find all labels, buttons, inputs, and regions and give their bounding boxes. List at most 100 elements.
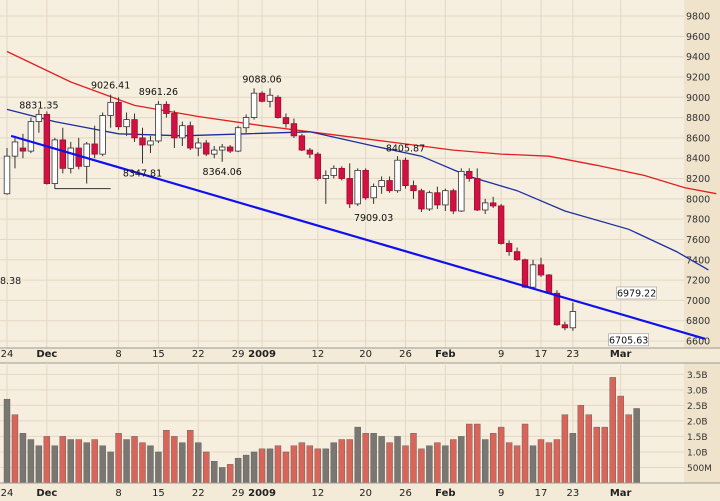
price-annotation: 8347.81: [123, 168, 162, 179]
price-x-tick-label: 8: [115, 349, 121, 360]
candlestick: [322, 170, 329, 204]
volume-bar: [625, 414, 632, 484]
candlestick: [466, 168, 473, 182]
candle-body-up: [211, 149, 218, 155]
candle-body-down: [513, 251, 521, 261]
volume-bar: [51, 445, 59, 484]
candle-body-down: [402, 159, 409, 187]
volume-bar: [370, 433, 377, 484]
candle-body-down: [497, 205, 505, 244]
candle-body-up: [218, 146, 226, 151]
volume-bar: [91, 439, 98, 484]
candle-body-down: [505, 243, 513, 253]
candlestick: [474, 168, 481, 211]
candle-body-up: [51, 139, 59, 184]
candlestick: [67, 141, 74, 174]
volume-bar: [163, 430, 170, 484]
volume-x-tick-label: Dec: [36, 488, 57, 499]
candle-body-down: [346, 178, 353, 205]
volume-x-tick-label: 22: [192, 488, 205, 499]
volume-bar: [115, 433, 122, 484]
candle-body-down: [91, 143, 98, 155]
volume-bar: [322, 448, 329, 484]
volume-bar: [290, 445, 298, 484]
candle-body-up: [354, 169, 361, 205]
candle-body-down: [226, 146, 234, 152]
candlestick: [115, 97, 122, 130]
volume-x-tick-label: 12: [311, 488, 324, 499]
candle-body-down: [59, 139, 66, 169]
candle-body-down: [362, 169, 369, 199]
candlestick: [569, 302, 577, 331]
candlestick: [131, 113, 138, 142]
volume-bar: [282, 451, 290, 484]
volume-y-tick-label: 1.5B: [687, 433, 708, 443]
candle-body-up: [370, 186, 377, 199]
volume-bar: [11, 414, 19, 484]
price-annotation: 7909.03: [354, 213, 393, 224]
volume-x-tick-label: 23: [567, 488, 580, 499]
candle-body-down: [553, 292, 561, 326]
candle-body-down: [545, 274, 553, 294]
price-annotation-box: [608, 333, 649, 347]
candle-body-up: [322, 175, 329, 179]
price-annotation: 8831.35: [19, 100, 58, 111]
volume-bar: [75, 439, 82, 484]
candle-body-down: [282, 117, 290, 125]
edge-value-label: 8.38: [0, 276, 21, 287]
candlestick: [203, 139, 210, 157]
price-annotation: 9088.06: [242, 74, 281, 85]
candle-body-up: [481, 202, 489, 211]
candlestick: [35, 109, 43, 133]
price-y-tick-label: 6600: [686, 337, 710, 348]
candlestick: [394, 156, 401, 193]
volume-y-tick-label: 3.5B: [687, 371, 708, 381]
volume-bar: [394, 436, 401, 484]
candle-body-up: [569, 311, 577, 329]
candlestick: [330, 165, 337, 179]
candlestick: [386, 176, 393, 193]
price-x-tick-label: 26: [399, 349, 412, 360]
volume-bar: [27, 439, 35, 484]
candlestick: [426, 190, 433, 211]
candlestick: [362, 168, 369, 200]
volume-bar: [211, 461, 218, 484]
price-annotation: 6705.63: [609, 335, 648, 346]
candlestick: [11, 135, 19, 169]
volume-bar: [577, 405, 585, 484]
volume-bar: [545, 442, 553, 484]
volume-bar: [3, 398, 11, 484]
volume-x-tick-label: Feb: [435, 488, 455, 499]
price-x-tick-label: 20: [359, 349, 372, 360]
candle-body-down: [410, 185, 417, 192]
volume-bar: [99, 445, 106, 484]
volume-bar: [19, 433, 27, 484]
candle-body-down: [434, 192, 441, 206]
volume-x-tick-label: 9: [498, 488, 504, 499]
candlestick: [513, 247, 521, 261]
candle-body-up: [266, 94, 274, 102]
volume-bar: [155, 451, 162, 484]
volume-bar: [43, 436, 51, 484]
price-y-tick-label: 9600: [686, 32, 710, 43]
price-panel: 6600 6800 7000 7200 7400 7600 7800 8000 8200 8400…: [0, 0, 720, 360]
candlestick: [306, 148, 314, 159]
candlestick: [521, 258, 529, 289]
price-annotation: 8364.06: [203, 167, 242, 178]
candlestick: [450, 188, 457, 215]
candlestick: [378, 176, 385, 194]
candle-body-down: [338, 167, 345, 179]
candle-body-down: [203, 142, 210, 155]
candlestick: [266, 88, 274, 108]
candle-body-up: [250, 92, 258, 118]
candlestick: [234, 125, 242, 153]
volume-bar: [489, 433, 497, 484]
volume-y-tick-label: 3.0B: [687, 386, 708, 396]
price-y-tick-label: 9400: [686, 52, 710, 63]
candlestick: [354, 168, 361, 206]
volume-bar: [346, 439, 353, 484]
volume-x-tick-label: 8: [115, 488, 121, 499]
candle-body-down: [418, 190, 425, 210]
